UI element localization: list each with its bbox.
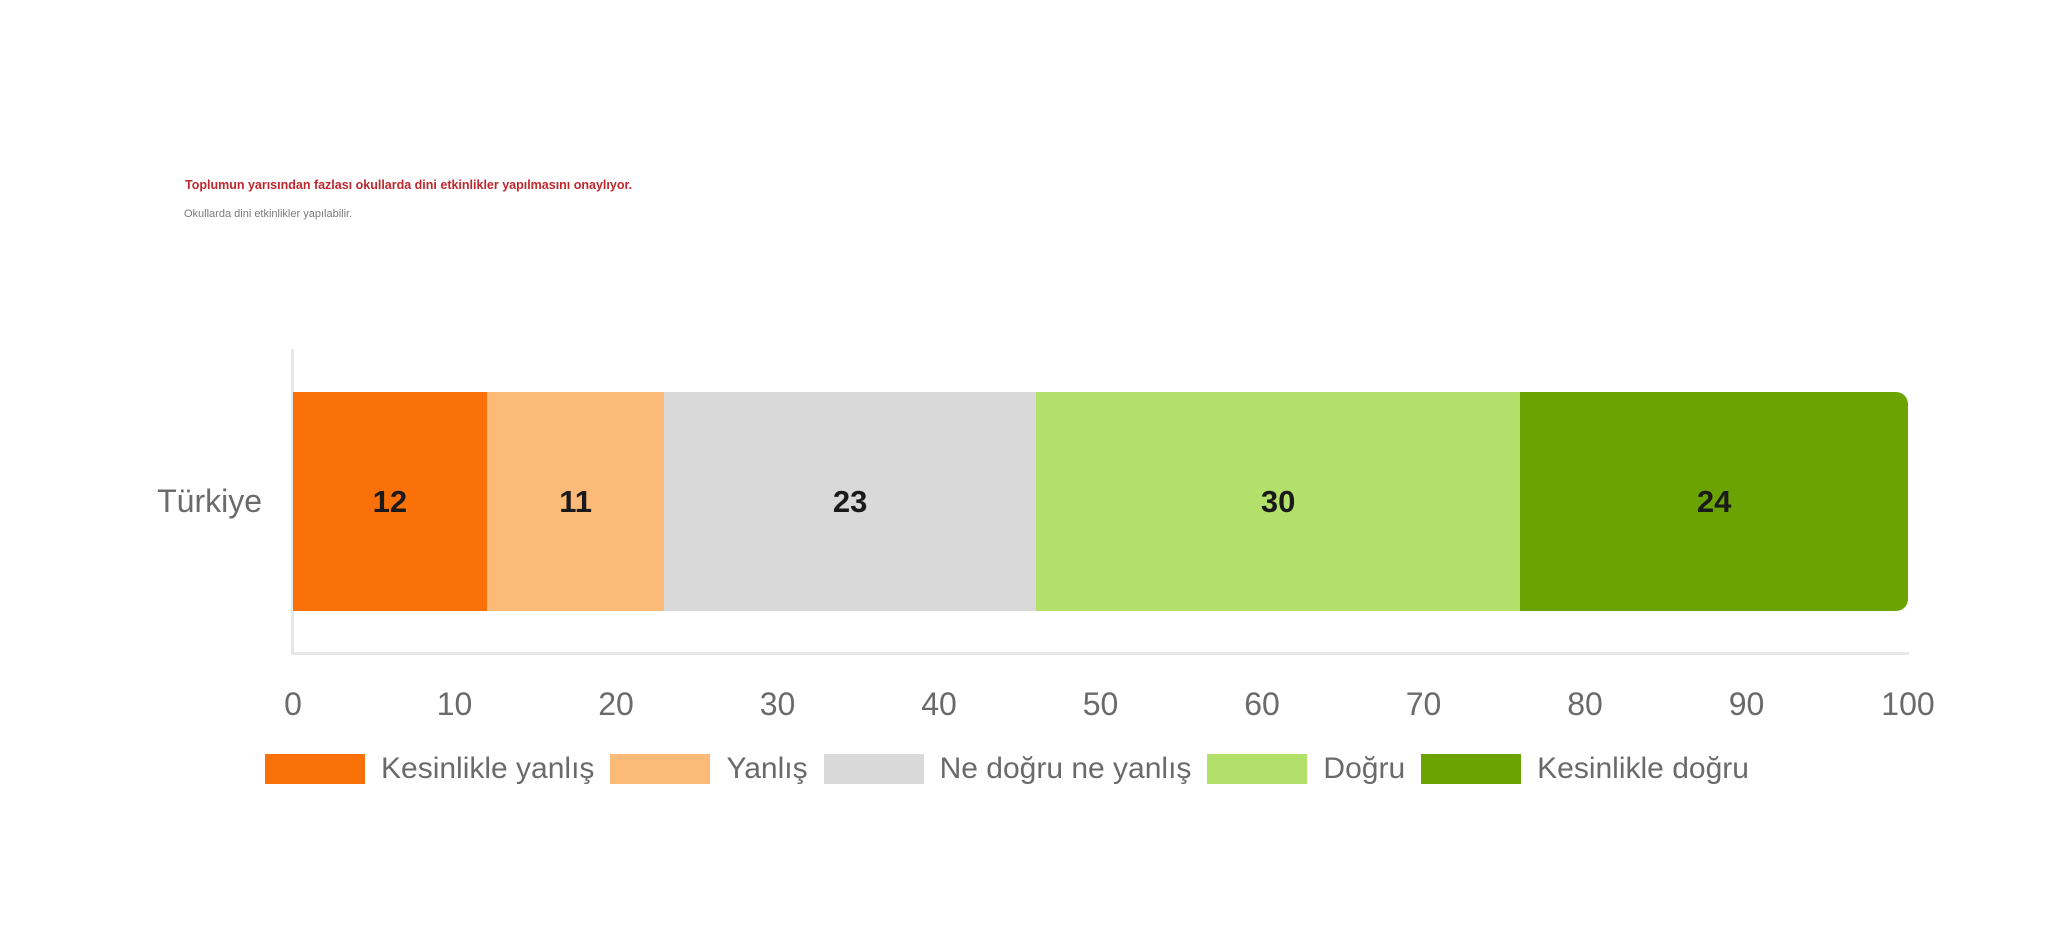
x-axis-tick-label: 10 <box>436 686 473 722</box>
legend-swatch <box>1421 754 1522 784</box>
x-axis-tick-label: 0 <box>284 686 302 722</box>
bar-value-label: 12 <box>372 483 408 519</box>
x-axis-tick-label: 50 <box>1082 686 1119 722</box>
legend-item-3[interactable]: Ne doğru ne yanlış <box>823 752 1192 786</box>
legend-item-1[interactable]: Kesinlikle yanlış <box>265 752 594 786</box>
bar-segment-5[interactable]: 24 <box>1520 392 1908 611</box>
x-axis-tick-label: 30 <box>759 686 796 722</box>
x-axis-tick-label: 90 <box>1728 686 1765 722</box>
x-axis-tick-label: 20 <box>598 686 634 722</box>
legend-swatch <box>1207 754 1308 784</box>
x-axis-ticks: 0 10 20 30 40 50 60 70 80 90 100 <box>284 686 1935 726</box>
x-axis-tick-label: 60 <box>1244 686 1280 722</box>
legend-label: Ne doğru ne yanlış <box>939 752 1192 785</box>
legend-swatch <box>610 754 711 784</box>
bar-value-label: 24 <box>1696 483 1732 519</box>
x-axis-tick-label: 80 <box>1567 686 1603 722</box>
legend-swatch <box>265 754 365 784</box>
legend-item-5[interactable]: Kesinlikle doğru <box>1421 752 1749 786</box>
legend-label: Kesinlikle yanlış <box>381 752 595 785</box>
legend-label: Yanlış <box>726 752 808 785</box>
x-axis-tick-label: 70 <box>1405 686 1442 722</box>
legend-item-2[interactable]: Yanlış <box>610 752 808 786</box>
bar-value-label: 23 <box>832 483 868 519</box>
legend-item-4[interactable]: Doğru <box>1207 752 1405 786</box>
bar-value-label: 11 <box>559 483 592 519</box>
category-label: Türkiye <box>157 483 262 519</box>
x-axis-tick-label: 100 <box>1881 686 1935 722</box>
x-axis-tick-label: 40 <box>921 686 957 722</box>
bar-segment-4[interactable]: 30 <box>1035 392 1521 611</box>
chart-title: Toplumun yarısından fazlası okullarda di… <box>185 178 633 192</box>
chart-subtitle: Okullarda dini etkinlikler yapılabilir. <box>184 208 353 220</box>
bar-segment-3[interactable]: 23 <box>664 392 1036 611</box>
legend-label: Kesinlikle doğru <box>1537 752 1749 785</box>
legend: Kesinlikle yanlış Yanlış Ne doğru ne yanlı… <box>265 752 1749 786</box>
y-axis-line <box>291 349 294 654</box>
legend-label: Doğru <box>1323 752 1406 785</box>
bar-value-label: 30 <box>1260 483 1296 519</box>
stacked-bar: 12 11 23 30 24 <box>293 392 1908 611</box>
legend-swatch <box>823 754 924 784</box>
x-axis-line <box>291 652 1909 655</box>
bar-segment-1[interactable]: 12 <box>293 392 487 611</box>
bar-segment-2[interactable]: 11 <box>486 392 665 611</box>
